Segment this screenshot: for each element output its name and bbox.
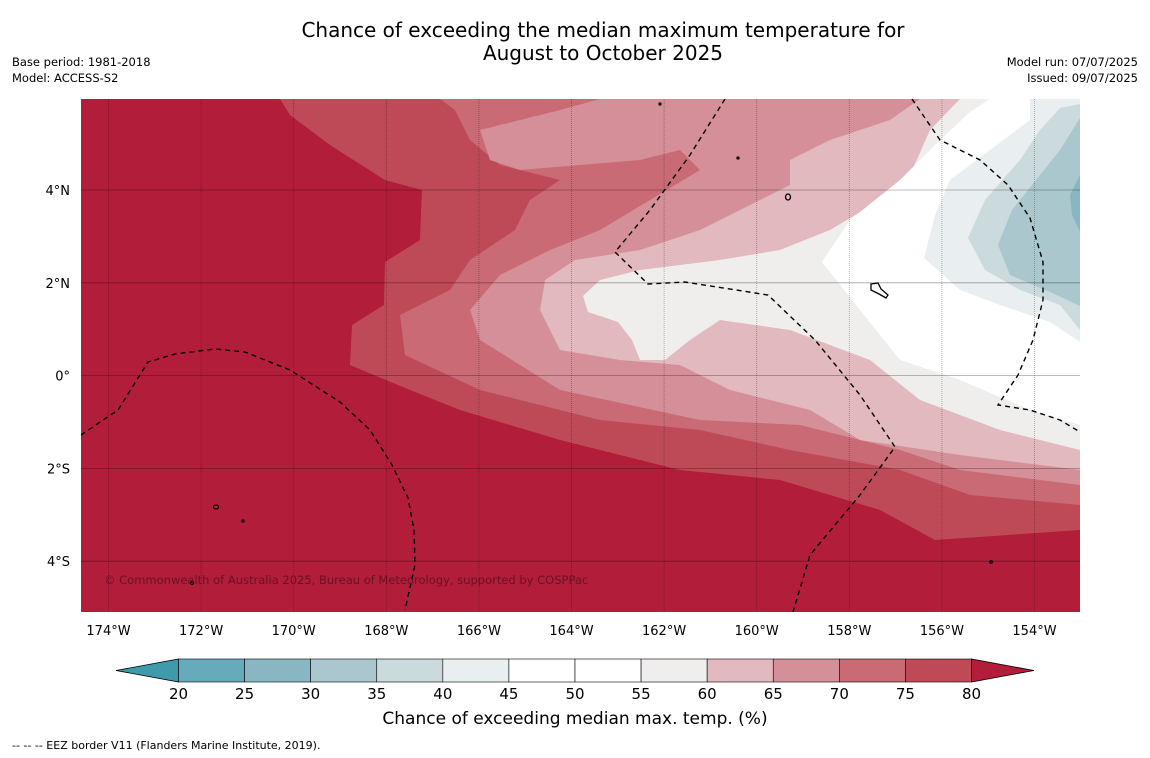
island-g (241, 519, 245, 523)
kiritimati-island (870, 282, 889, 299)
colorbar-tick-label: 55 (632, 685, 651, 703)
latitude-tick-label: 4°N (46, 184, 71, 199)
colorbar-arrow-high (971, 658, 1035, 683)
base-period: Base period: 1981-2018 (12, 55, 151, 69)
colorbar-segment (244, 658, 311, 683)
latitude-labels: 4°N 2°N 0° 2°S 4°S (46, 184, 71, 570)
colorbar-tick-label: 70 (830, 685, 849, 703)
latitude-tick-label: 0° (55, 370, 70, 385)
meta-left: Base period: 1981-2018 Model: ACCESS-S2 (12, 54, 151, 86)
colorbar-tick-label: 35 (367, 685, 386, 703)
latitude-tick-label: 2°S (47, 462, 70, 477)
eez-borders (81, 99, 1080, 612)
map-panel: © Commonwealth of Australia 2025, Bureau… (81, 99, 1080, 612)
colorbar-segment (574, 658, 642, 683)
copyright-notice: © Commonwealth of Australia 2025, Bureau… (104, 573, 588, 587)
colorbar-segment (442, 658, 510, 683)
longitude-tick-label: 162°W (642, 624, 686, 639)
colorbar-tick-label: 65 (764, 685, 783, 703)
latitude-tick-label: 4°S (47, 555, 70, 570)
eez-border-central (614, 99, 896, 612)
gridlines (81, 99, 1080, 612)
islands (189, 102, 993, 586)
colorbar-ticks: 20 25 30 35 40 45 50 55 60 65 70 75 80 (169, 685, 981, 703)
title-line-2: August to October 2025 (482, 41, 724, 65)
colorbar-segment (376, 658, 444, 683)
longitude-tick-label: 168°W (364, 624, 408, 639)
colorbar-tick-label: 75 (896, 685, 915, 703)
colorbar (115, 658, 1035, 683)
colorbar-label: Chance of exceeding median max. temp. (%… (382, 709, 768, 729)
eez-border-east (911, 99, 1080, 433)
model-name: Model: ACCESS-S2 (12, 71, 119, 85)
island-a (784, 193, 792, 201)
band-25 (1070, 175, 1080, 232)
eez-border-west (81, 348, 416, 611)
island-e (658, 102, 662, 106)
colorbar-tick-label: 80 (962, 685, 981, 703)
eez-footnote: -- -- -- EEZ border V11 (Flanders Marine… (12, 739, 321, 752)
colorbar-segment (508, 658, 576, 683)
colorbar-tick-label: 25 (235, 685, 254, 703)
longitude-tick-label: 158°W (827, 624, 871, 639)
meta-right: Model run: 07/07/2025 Issued: 09/07/2025 (1007, 54, 1138, 86)
colorbar-arrow-low (115, 658, 179, 683)
colorbar-tick-label: 30 (301, 685, 320, 703)
colorbar-tick-label: 50 (565, 685, 584, 703)
longitude-tick-label: 160°W (735, 624, 779, 639)
island-c (189, 580, 195, 586)
colorbar-tick-label: 20 (169, 685, 188, 703)
island-b (212, 504, 220, 510)
longitude-tick-label: 156°W (920, 624, 964, 639)
longitude-tick-label: 164°W (549, 624, 593, 639)
colorbar-segment (839, 658, 906, 683)
issued-date: Issued: 09/07/2025 (1027, 71, 1138, 85)
longitude-tick-label: 174°W (86, 624, 130, 639)
band-30 (998, 118, 1080, 306)
longitude-labels: 174°W 172°W 170°W 168°W 166°W 164°W 162°W 160°W… (86, 624, 1056, 639)
island-f (989, 560, 993, 564)
colorbar-tick-label: 60 (698, 685, 717, 703)
title-line-1: Chance of exceeding the median maximum t… (301, 18, 905, 42)
model-run: Model run: 07/07/2025 (1006, 55, 1138, 69)
map-title: Chance of exceeding the median maximum t… (0, 19, 1150, 65)
colorbar-segment (178, 658, 245, 683)
island-d (736, 156, 740, 160)
longitude-tick-label: 166°W (457, 624, 501, 639)
colorbar-segment (310, 658, 378, 683)
colorbar-segment (640, 658, 708, 683)
colorbar-tick-label: 40 (433, 685, 452, 703)
longitude-tick-label: 154°W (1012, 624, 1056, 639)
colorbar-segment (706, 658, 774, 683)
longitude-tick-label: 172°W (179, 624, 223, 639)
latitude-tick-label: 2°N (46, 277, 71, 292)
colorbar-tick-label: 45 (499, 685, 518, 703)
colorbar-segment (772, 658, 840, 683)
colorbar-segment (905, 658, 972, 683)
longitude-tick-label: 170°W (272, 624, 316, 639)
